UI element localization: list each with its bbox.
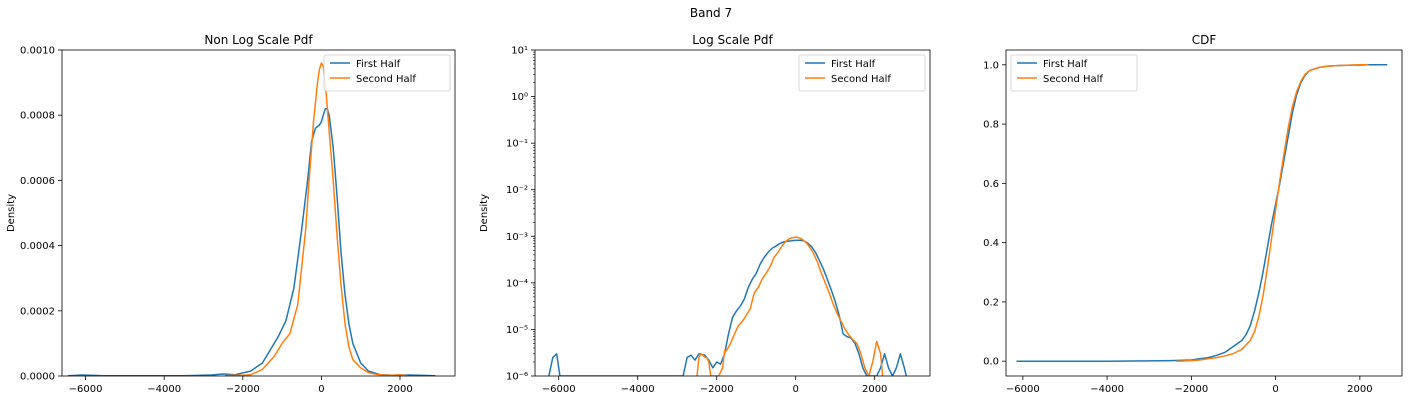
- y-tick-label: 10⁻⁶: [506, 372, 528, 383]
- y-tick-label: 0.2: [983, 297, 999, 308]
- legend-label: First Half: [356, 59, 401, 70]
- chart-panel-3: CDF −6000 −4000 −2000 0 2000 0.0 0.2 0.4 0.6 0.8 1.…: [983, 33, 1403, 395]
- legend: First Half Second Half: [798, 54, 926, 92]
- y-tick-label: 0.0002: [20, 306, 55, 317]
- y-tick-label: 0.0000: [20, 372, 55, 383]
- figure-suptitle: Band 7: [690, 6, 732, 20]
- legend-label: Second Half: [831, 74, 891, 85]
- y-tick-label: 10⁻³: [506, 232, 528, 243]
- legend-box: [798, 54, 926, 92]
- x-tick-label: −2000: [1174, 384, 1208, 395]
- x-tick-label: 2000: [1347, 384, 1372, 395]
- x-tick-label: 0: [1272, 384, 1278, 395]
- legend: First Half Second Half: [323, 54, 451, 92]
- chart-panel-2: Log Scale Pdf −6000 −4000 −2000 0 2000 10⁻⁶ 10⁻…: [479, 33, 931, 395]
- y-axis-label: Density: [479, 194, 490, 232]
- y-tick-label: 1.0: [983, 60, 999, 71]
- y-tick-label: 0.6: [983, 179, 999, 190]
- chart-panel-1: Non Log Scale Pdf −6000 −4000 −2000 0 2000 0.0…: [6, 33, 456, 395]
- axes-frame: [1005, 49, 1403, 377]
- y-tick-label: 0.0: [983, 357, 999, 368]
- y-tick-label: 0.0006: [20, 176, 55, 187]
- y-axis-label: Density: [6, 194, 17, 232]
- y-tick-label: 10¹: [511, 46, 528, 57]
- x-tick-label: −2000: [700, 384, 734, 395]
- series-line-second-half: [225, 62, 408, 376]
- legend-box: [323, 54, 451, 92]
- chart-title: Log Scale Pdf: [692, 33, 773, 47]
- legend: First Half Second Half: [1010, 54, 1138, 92]
- legend-label: Second Half: [356, 74, 416, 85]
- x-tick-label: −4000: [147, 384, 181, 395]
- y-tick-label: 10⁻¹: [506, 139, 528, 150]
- y-tick-label: 10⁻²: [506, 185, 528, 196]
- x-tick-label: −6000: [69, 384, 103, 395]
- y-tick-label: 10⁻⁵: [506, 325, 528, 336]
- x-tick-label: −6000: [1006, 384, 1040, 395]
- axes-frame: [534, 49, 931, 377]
- series-line-first-half: [548, 239, 908, 376]
- y-tick-label: 10⁻⁴: [506, 278, 528, 289]
- x-tick-label: 2000: [387, 384, 412, 395]
- x-tick-label: −6000: [542, 384, 576, 395]
- x-tick-label: 2000: [862, 384, 887, 395]
- series-line-first-half: [1016, 64, 1388, 362]
- x-tick-label: −4000: [621, 384, 655, 395]
- chart-title: Non Log Scale Pdf: [204, 33, 313, 47]
- legend-box: [1010, 54, 1138, 92]
- x-tick-label: −2000: [226, 384, 260, 395]
- x-tick-label: 0: [318, 384, 324, 395]
- y-tick-label: 0.0010: [20, 46, 55, 57]
- legend-label: First Half: [1043, 59, 1088, 70]
- chart-title: CDF: [1192, 33, 1217, 47]
- series-line-first-half: [67, 107, 436, 376]
- y-tick-label: 10⁰: [511, 92, 528, 103]
- y-tick-label: 0.0008: [20, 111, 55, 122]
- axes-frame: [61, 49, 456, 377]
- y-tick-label: 0.4: [983, 238, 999, 249]
- y-tick-label: 0.8: [983, 120, 999, 131]
- legend-label: First Half: [831, 59, 876, 70]
- x-tick-label: −4000: [1090, 384, 1124, 395]
- series-line-second-half: [1176, 64, 1369, 362]
- y-tick-label: 0.0004: [20, 241, 55, 252]
- x-tick-label: 0: [793, 384, 799, 395]
- legend-label: Second Half: [1043, 74, 1103, 85]
- series-line-second-half: [696, 236, 884, 376]
